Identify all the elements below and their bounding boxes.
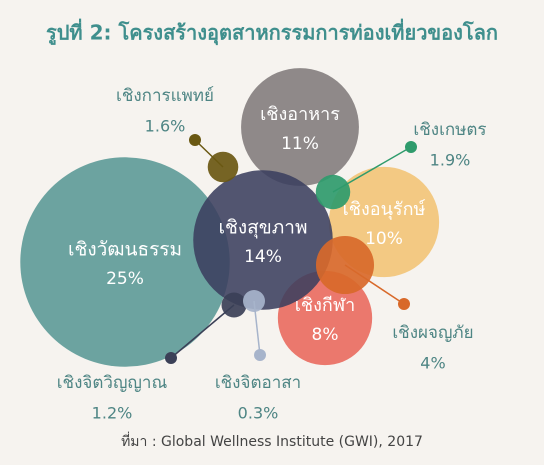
bubble — [207, 151, 239, 183]
bubble-label: เชิงวัฒนธรรม — [68, 239, 182, 261]
value-label: 0.3% — [238, 404, 279, 423]
value-label: 10% — [365, 229, 403, 249]
source: ที่มา : Global Wellness Institute (GWI),… — [121, 432, 423, 450]
leader-dot — [398, 298, 410, 310]
leader-line — [170, 304, 235, 359]
bubble — [315, 174, 351, 210]
bubble — [221, 292, 247, 318]
leader-dot — [189, 134, 201, 146]
leader-dot — [254, 349, 266, 361]
bubble-label: เชิงจิตวิญญาณ — [57, 373, 168, 393]
bubble-label: เชิงอนุรักษ์ — [343, 199, 426, 220]
leader-dot — [165, 352, 177, 364]
value-label: 25% — [106, 269, 144, 289]
bubble-label: เชิงกีฬา — [295, 295, 355, 316]
bubble — [241, 68, 359, 186]
bubble-label: เชิงผจญภัย — [392, 323, 473, 343]
bubble-label: เชิงเกษตร — [413, 120, 486, 140]
bubble-label: เชิงการแพทย์ — [116, 86, 214, 106]
bubble — [20, 157, 230, 367]
value-label: 4% — [420, 354, 445, 373]
bubble — [193, 170, 333, 310]
value-label: 8% — [312, 325, 339, 345]
chart-title: รูปที่ 2: โครงสร้างอุตสาหกรรมการท่องเที่… — [46, 18, 498, 47]
bubble-label: เชิงอาหาร — [260, 104, 340, 125]
value-label: 14% — [244, 247, 282, 267]
value-label: 11% — [281, 134, 319, 154]
value-label: 1.2% — [92, 404, 133, 423]
bubble-label: เชิงสุขภาพ — [219, 217, 308, 240]
leader-dot — [405, 141, 417, 153]
value-label: 1.9% — [430, 151, 471, 170]
bubble-label: เชิงจิตอาสา — [215, 373, 301, 393]
bubble — [243, 290, 265, 312]
value-label: 1.6% — [145, 117, 186, 136]
bubble — [315, 235, 375, 295]
